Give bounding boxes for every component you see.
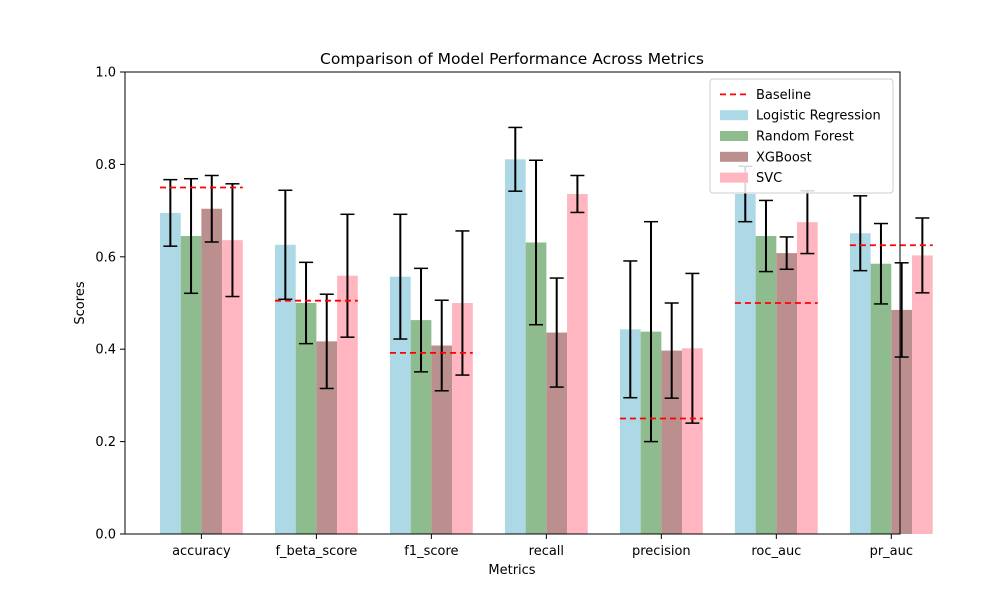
x-tick-label: accuracy [172,544,231,559]
bar [431,345,453,534]
bar [661,350,683,534]
bar [410,320,432,534]
bar [389,276,411,534]
bar [755,236,777,534]
bar [891,309,913,534]
x-tick-label: recall [529,544,564,559]
legend-label: Random Forest [756,130,854,145]
plot-frame [124,71,901,535]
y-tick-label: 0.6 [95,250,116,265]
bar [734,193,756,534]
x-tick-label: roc_auc [751,544,801,559]
legend-box [709,78,894,194]
bar [222,240,243,534]
bar [682,348,703,534]
y-tick-label: 0.0 [95,528,116,543]
bar [776,253,798,534]
bar [870,263,892,534]
bar [504,159,526,534]
x-tick-label: precision [632,544,691,559]
legend-label: XGBoost [756,150,812,165]
y-tick-label: 0.2 [95,435,116,450]
bar [546,332,568,534]
bar [295,303,317,534]
y-axis-label: Scores [73,281,88,324]
y-tick-label: 0.4 [95,343,116,358]
chart-title: Comparison of Model Performance Across M… [320,50,704,68]
bar [337,275,358,534]
legend: Baseline Logistic Regression Random Forest… [709,78,894,194]
bar [274,244,296,534]
x-tick-label: f1_score [404,544,458,559]
x-tick-label: pr_auc [870,544,913,559]
y-tick-label: 1.0 [95,66,116,81]
legend-label: SVC [756,171,782,186]
x-axis-label: Metrics [488,563,535,578]
bar [452,303,473,534]
legend-swatch [720,110,748,121]
bar [201,208,223,534]
legend-swatch [720,151,748,162]
legend-label: Logistic Regression [756,109,881,124]
bar [912,255,933,534]
bar [567,193,588,534]
legend-swatch [720,131,748,141]
y-tick-label: 0.8 [95,158,116,173]
bar [316,341,338,534]
bar [797,222,818,534]
legend-label: Baseline [756,88,811,103]
plot-area: 0.0 0.2 0.4 0.6 0.8 1.0 accuracy f_beta_score f1… [95,66,933,559]
bar [525,242,547,534]
bar [180,236,202,534]
legend-swatch [720,172,748,183]
bar [619,329,641,534]
x-tick-label: f_beta_score [275,544,357,559]
bar [849,233,871,534]
bar [160,212,181,534]
